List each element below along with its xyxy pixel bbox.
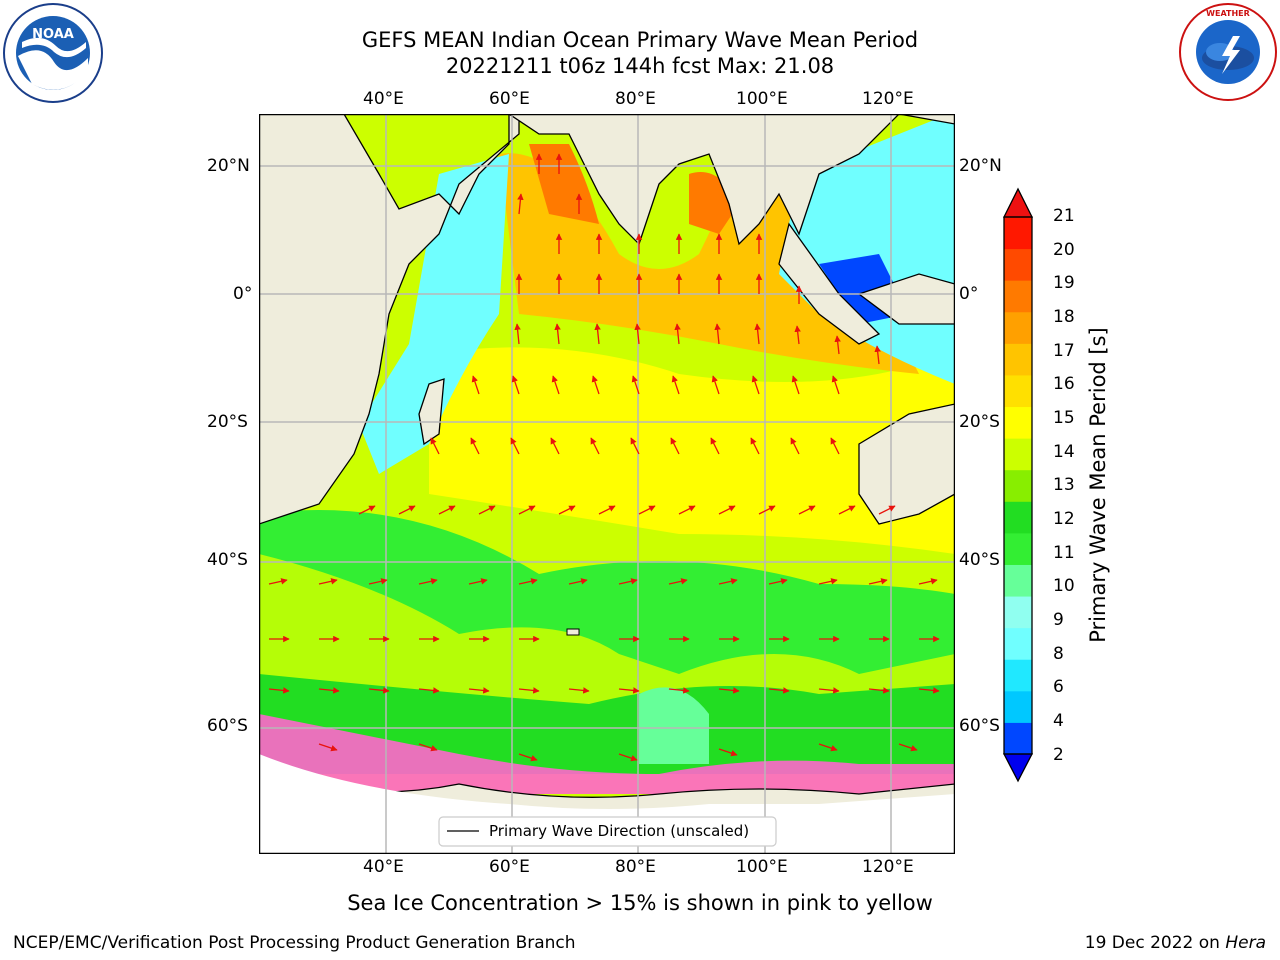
period-zone-8s-west — [359, 154, 509, 474]
colorbar-tick: 13 — [1053, 475, 1075, 495]
colorbar-tick: 4 — [1053, 711, 1064, 731]
lon-tick: 40°E — [363, 89, 404, 109]
lon-tick: 120°E — [862, 857, 914, 877]
colorbar-band — [1004, 311, 1032, 344]
lat-tick: 0° — [959, 284, 979, 304]
noaa-logo: NOAA — [3, 3, 103, 103]
colorbar-over-arrow — [1002, 187, 1034, 218]
colorbar-tick: 15 — [1053, 408, 1075, 428]
colorbar-band — [1004, 596, 1032, 629]
noaa-logo-text: NOAA — [32, 27, 74, 42]
map-frame — [259, 114, 955, 854]
lat-tick: 40°S — [959, 550, 1000, 570]
period-zone-17s — [499, 153, 919, 374]
map-legend: Primary Wave Direction (unscaled) — [438, 816, 777, 847]
colorbar-band — [1004, 501, 1032, 534]
colorbar-band — [1004, 343, 1032, 376]
colorbar — [1002, 187, 1034, 783]
lat-tick: 60°S — [207, 716, 248, 736]
sea-ice-note: Sea Ice Concentration > 15% is shown in … — [347, 891, 933, 915]
footer-credit: NCEP/EMC/Verification Post Processing Pr… — [13, 933, 576, 953]
land-asia — [507, 114, 955, 246]
lon-tick: 80°E — [615, 857, 656, 877]
colorbar-tick: 20 — [1053, 240, 1075, 260]
colorbar-tick: 6 — [1053, 677, 1064, 697]
period-zone-14s — [259, 554, 955, 714]
colorbar-tick: 21 — [1053, 206, 1075, 226]
lon-tick: 100°E — [736, 89, 788, 109]
lon-tick: 40°E — [363, 857, 404, 877]
map-panel: Primary Wave Direction (unscaled) — [259, 114, 955, 854]
period-zone-15s — [429, 347, 955, 554]
colorbar-band — [1004, 564, 1032, 597]
colorbar-band — [1004, 248, 1032, 281]
colorbar-band — [1004, 659, 1032, 692]
footer-host: Hera — [1225, 933, 1266, 953]
footer-timestamp: 19 Dec 2022 on Hera — [1085, 933, 1266, 953]
colorbar-tick: 9 — [1053, 610, 1064, 630]
sea-ice — [259, 714, 955, 794]
lat-tick: 20°N — [207, 156, 250, 176]
colorbar-tick: 18 — [1053, 307, 1075, 327]
lat-tick: 20°N — [959, 156, 1002, 176]
period-zone-19s — [529, 144, 599, 224]
legend-label: Primary Wave Direction (unscaled) — [489, 822, 749, 840]
land-borneo — [857, 273, 955, 325]
colorbar-label: Primary Wave Mean Period [s] — [1086, 327, 1110, 643]
lat-tick: 0° — [233, 284, 253, 304]
colorbar-tick: 10 — [1053, 576, 1075, 596]
colorbar-tick: 17 — [1053, 341, 1075, 361]
lat-tick: 40°S — [207, 550, 248, 570]
map-subtitle: 20221211 t06z 144h fcst Max: 21.08 — [445, 54, 835, 78]
lon-tick: 120°E — [862, 89, 914, 109]
lat-tick: 20°S — [959, 412, 1000, 432]
lat-tick: 60°S — [959, 716, 1000, 736]
colorbar-tick: 11 — [1053, 543, 1075, 563]
colorbar-band — [1004, 722, 1032, 755]
lat-tick: 20°S — [207, 412, 248, 432]
colorbar-tick: 2 — [1053, 745, 1064, 765]
colorbar-band — [1004, 438, 1032, 471]
colorbar-band — [1004, 627, 1032, 660]
ice-shelf — [259, 754, 955, 854]
lon-tick: 60°E — [489, 857, 530, 877]
svg-text:WEATHER: WEATHER — [1206, 9, 1250, 18]
lon-tick: 60°E — [489, 89, 530, 109]
colorbar-band — [1004, 469, 1032, 502]
colorbar-band — [1004, 406, 1032, 439]
lon-tick: 100°E — [736, 857, 788, 877]
land-kerguelen — [566, 628, 580, 636]
colorbar-band — [1004, 690, 1032, 723]
colorbar-band — [1004, 532, 1032, 565]
colorbar-tick: 12 — [1053, 509, 1075, 529]
colorbar-tick: 16 — [1053, 374, 1075, 394]
colorbar-tick: 19 — [1053, 273, 1075, 293]
colorbar-band — [1004, 374, 1032, 408]
map-title: GEFS MEAN Indian Ocean Primary Wave Mean… — [361, 28, 919, 52]
nws-logo: WEATHER — [1179, 3, 1277, 101]
colorbar-band — [1004, 217, 1032, 250]
period-zone-10s — [639, 687, 709, 764]
colorbar-band — [1004, 280, 1032, 313]
land-australia — [858, 403, 955, 525]
colorbar-tick: 8 — [1053, 644, 1064, 664]
lon-tick: 80°E — [615, 89, 656, 109]
colorbar-tick: 14 — [1053, 442, 1075, 462]
footer-date: 19 Dec 2022 on — [1084, 933, 1226, 953]
wave-direction-arrows — [268, 153, 940, 762]
colorbar-under-arrow — [1002, 753, 1034, 783]
